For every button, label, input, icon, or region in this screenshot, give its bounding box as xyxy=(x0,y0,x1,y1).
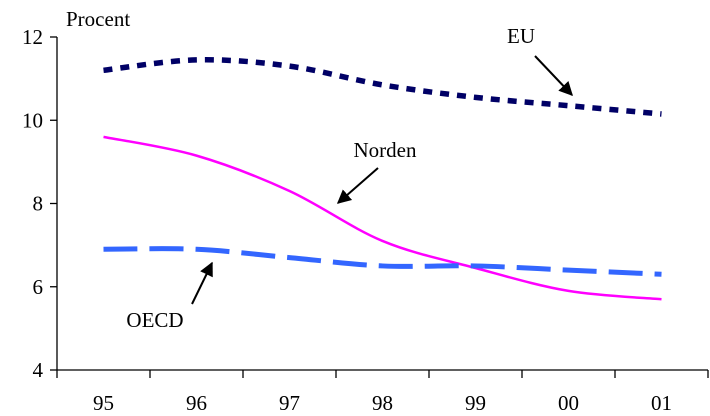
series-line-eu xyxy=(103,57,662,117)
x-tick-label: 98 xyxy=(372,391,393,415)
annotation-arrow xyxy=(191,261,213,305)
series-line-norden xyxy=(103,135,662,301)
annotation-arrow xyxy=(336,167,379,204)
series-label-oecd: OECD xyxy=(126,308,183,332)
x-tick-label: 96 xyxy=(186,391,207,415)
series-label-norden: Norden xyxy=(354,138,417,162)
x-tick-label: 00 xyxy=(558,391,579,415)
y-tick-label: 10 xyxy=(22,108,43,132)
series-line-oecd xyxy=(103,246,662,277)
x-tick-label: 95 xyxy=(93,391,114,415)
x-tick-label: 01 xyxy=(651,391,672,415)
x-tick-label: 97 xyxy=(279,391,300,415)
series-label-eu: EU xyxy=(507,24,535,48)
annotation-arrow xyxy=(534,55,573,97)
y-tick-label: 6 xyxy=(33,275,44,299)
y-tick-label: 8 xyxy=(33,192,44,216)
y-tick-label: 12 xyxy=(22,25,43,49)
y-tick-label: 4 xyxy=(33,358,44,382)
y-axis-label: Procent xyxy=(66,7,130,31)
x-tick-label: 99 xyxy=(465,391,486,415)
